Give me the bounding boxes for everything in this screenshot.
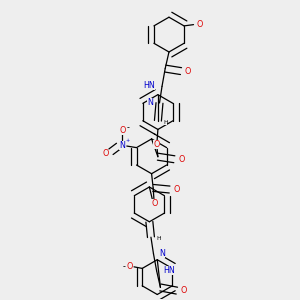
Text: O: O bbox=[126, 262, 133, 271]
Text: +: + bbox=[126, 138, 130, 143]
Text: H: H bbox=[156, 236, 160, 241]
Text: -: - bbox=[123, 262, 126, 271]
Text: O: O bbox=[185, 67, 191, 76]
Text: O: O bbox=[102, 148, 109, 158]
Text: H: H bbox=[163, 119, 167, 124]
Text: N: N bbox=[119, 141, 125, 150]
Text: N: N bbox=[159, 249, 165, 258]
Text: O: O bbox=[173, 185, 180, 194]
Text: N: N bbox=[147, 98, 153, 107]
Text: HN: HN bbox=[143, 81, 155, 90]
Text: HN: HN bbox=[164, 266, 175, 275]
Text: O: O bbox=[154, 140, 160, 148]
Text: O: O bbox=[119, 126, 126, 135]
Text: O: O bbox=[196, 20, 202, 29]
Text: -: - bbox=[127, 123, 130, 132]
Text: O: O bbox=[181, 286, 187, 295]
Text: O: O bbox=[151, 199, 158, 208]
Text: O: O bbox=[178, 155, 184, 164]
